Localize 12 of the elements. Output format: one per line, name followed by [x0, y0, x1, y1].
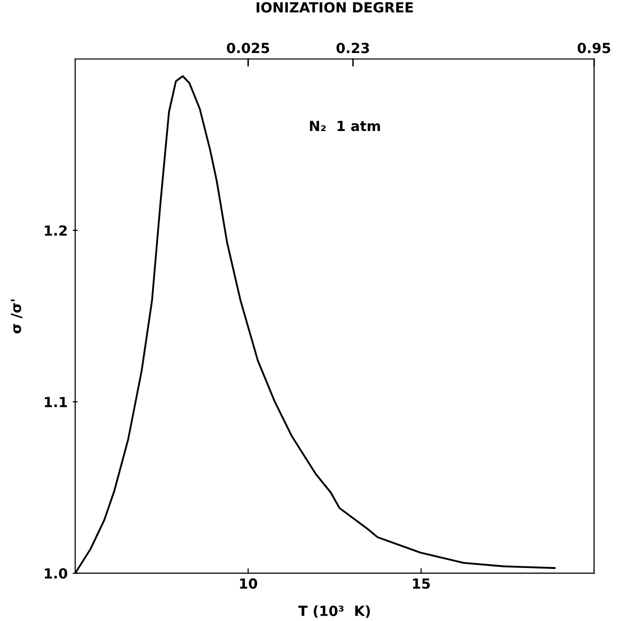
x-axis-title: T (10³ K) [298, 605, 370, 618]
y-tick-label: 1.0 [44, 568, 68, 579]
y-axis-title: σ /σ' [10, 300, 22, 334]
x-tick-label: 15 [413, 578, 430, 589]
annotation: N₂ 1 atm [310, 120, 380, 132]
text: 0.025 [226, 42, 270, 54]
x2-axis-title: IONIZATION DEGREE [256, 2, 413, 13]
y-tick-label: 1.2 [44, 225, 67, 236]
text: 0.95 [578, 42, 610, 54]
x-tick-label: 10 [240, 578, 258, 589]
text: 0.23 [336, 42, 369, 54]
y-tick-label: 1.1 [44, 396, 67, 408]
